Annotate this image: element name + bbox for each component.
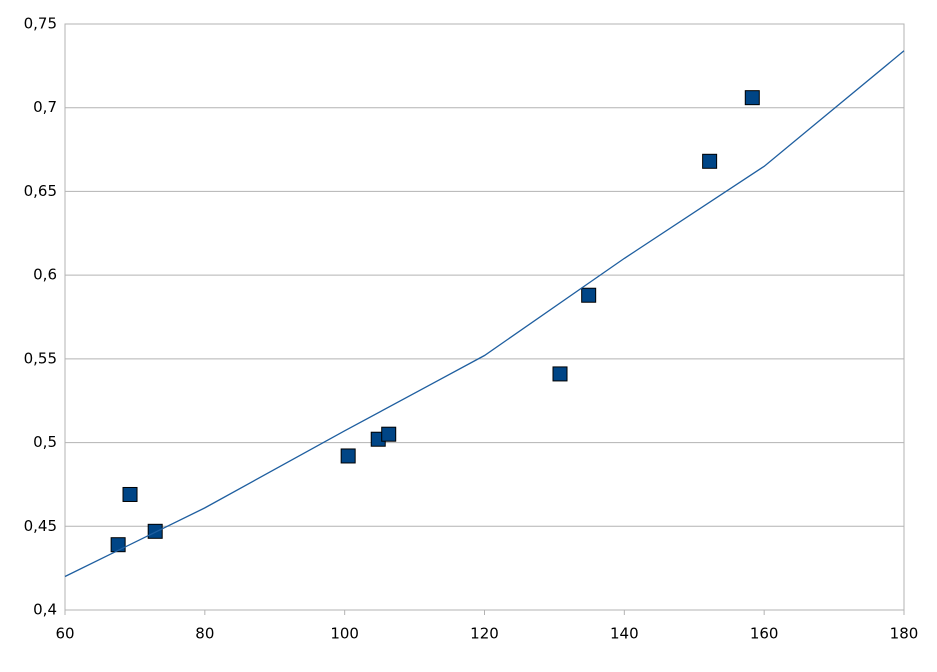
data-point	[381, 426, 397, 442]
y-tick-label: 0,55	[24, 349, 57, 367]
y-tick-label: 0,45	[24, 517, 57, 535]
y-tick-label: 0,4	[33, 601, 57, 619]
x-tick-label: 180	[890, 625, 919, 643]
data-point	[552, 366, 568, 382]
x-tick-label: 140	[610, 625, 639, 643]
data-point	[340, 448, 356, 464]
data-point	[744, 90, 760, 106]
y-tick-label: 0,6	[33, 266, 57, 284]
data-point	[110, 537, 126, 553]
plot-frame	[64, 23, 905, 611]
data-point	[122, 486, 138, 502]
trend-line	[64, 50, 905, 578]
data-point	[581, 287, 597, 303]
x-tick-label: 120	[470, 625, 499, 643]
x-tick-label: 60	[55, 625, 74, 643]
y-tick-label: 0,75	[24, 15, 57, 33]
x-tick-label: 160	[750, 625, 779, 643]
data-point	[702, 153, 718, 169]
y-tick-label: 0,7	[33, 98, 57, 116]
y-tick-label: 0,5	[33, 433, 57, 451]
x-tick-label: 80	[195, 625, 214, 643]
data-point	[147, 523, 163, 539]
x-tick-label: 100	[330, 625, 359, 643]
y-tick-label: 0,65	[24, 182, 57, 200]
